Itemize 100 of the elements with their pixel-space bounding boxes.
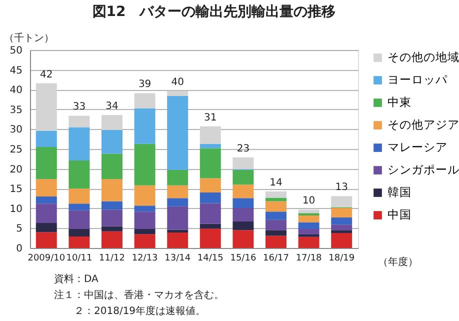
- bar: [232, 170, 254, 185]
- bar: [134, 144, 156, 186]
- y-tick-label: 0: [16, 244, 22, 254]
- bar: [36, 232, 57, 248]
- y-tick-label: 10: [10, 204, 22, 215]
- bar: [167, 230, 188, 233]
- y-tick-label: 5: [16, 224, 22, 235]
- x-tick-label: 11/12: [99, 254, 125, 264]
- bar: [102, 114, 122, 130]
- bar: [298, 213, 320, 216]
- bar: [298, 210, 320, 214]
- bar: [134, 93, 156, 108]
- text: 注１：中国は、香港・マカオを含む。: [54, 289, 224, 301]
- bar: [266, 198, 286, 202]
- bar: [36, 83, 57, 131]
- bar: [36, 179, 57, 197]
- bar: [200, 224, 221, 229]
- bar: [266, 230, 286, 236]
- legend-label: その他の地域: [388, 50, 459, 64]
- bar: [68, 228, 90, 237]
- bar: [266, 201, 286, 212]
- bar: [102, 179, 122, 202]
- bar: [134, 234, 156, 248]
- bar: [200, 192, 221, 204]
- bar: [232, 184, 254, 198]
- bar: [266, 236, 286, 248]
- text: ２：2018/19年度は速報値。: [74, 305, 206, 317]
- bar: [134, 185, 156, 206]
- bar: [331, 230, 352, 233]
- bar: [298, 222, 320, 229]
- total-label: 14: [270, 177, 282, 188]
- y-tick-label: 40: [10, 85, 22, 96]
- bar: [68, 160, 90, 189]
- bar: [266, 212, 286, 220]
- legend-label: ヨーロッパ: [388, 72, 448, 86]
- bar: [68, 204, 90, 210]
- bar: [298, 236, 320, 248]
- bar: [200, 144, 221, 148]
- total-label: 10: [302, 196, 316, 207]
- bar: [232, 221, 254, 230]
- bar: [232, 230, 254, 248]
- x-tick-label: 16/17: [263, 254, 289, 264]
- total-label: 23: [236, 143, 250, 154]
- y-tick-label: 35: [10, 104, 22, 116]
- legend-label: マレーシア: [388, 140, 448, 154]
- bar: [298, 216, 320, 222]
- legend-label: 中東: [388, 94, 412, 109]
- legend-label: シンガポール: [388, 162, 459, 176]
- bar: [134, 212, 156, 229]
- bar: [134, 108, 156, 144]
- legend-label: 中国: [388, 207, 412, 222]
- bar: [134, 206, 156, 212]
- total-label: 34: [106, 100, 118, 112]
- bar: [331, 196, 352, 208]
- bar: [200, 228, 221, 248]
- bar: [167, 185, 188, 198]
- x-tick-label: 17/18: [296, 254, 322, 264]
- x-axis-title: （年度）: [378, 256, 418, 268]
- bar: [200, 203, 221, 224]
- bar: [298, 228, 320, 235]
- x-tick-label: 12/13: [132, 254, 158, 264]
- text: 資料：DA: [54, 273, 99, 285]
- bar: [232, 198, 254, 208]
- bar: [102, 130, 122, 154]
- bar: [167, 206, 188, 230]
- bar: [200, 178, 221, 193]
- bar: [102, 210, 122, 226]
- x-tick-label: 15/16: [230, 254, 256, 264]
- x-tick-label: 18/19: [328, 254, 355, 264]
- bar: [102, 154, 122, 180]
- y-tick-label: 15: [10, 184, 22, 196]
- bar: [68, 210, 90, 229]
- x-tick-label: 13/14: [164, 254, 191, 264]
- total-label: 31: [204, 112, 217, 124]
- total-label: 42: [40, 69, 53, 80]
- total-label: 40: [171, 76, 184, 88]
- bar: [36, 204, 57, 224]
- bar: [331, 224, 352, 230]
- bar: [331, 218, 352, 225]
- x-tick-label: 14/15: [197, 254, 224, 264]
- bar: [167, 170, 188, 186]
- bar: [167, 198, 188, 206]
- bar: [36, 196, 57, 204]
- bar: [232, 157, 254, 170]
- bar: [266, 191, 286, 198]
- bar: [102, 231, 122, 248]
- bar: [232, 208, 254, 222]
- bar: [102, 201, 122, 210]
- x-tick-label: 10/11: [66, 254, 92, 264]
- bar: [331, 208, 352, 218]
- bar: [68, 116, 90, 128]
- x-tick-label: 2009/10: [28, 254, 66, 264]
- bar: [200, 126, 221, 144]
- bar: [102, 226, 122, 232]
- bar: [36, 130, 57, 148]
- bar: [68, 188, 90, 204]
- bar: [167, 90, 188, 96]
- bar: [266, 220, 286, 230]
- y-tick-label: 30: [10, 124, 22, 136]
- legend-label: その他アジア: [388, 117, 459, 132]
